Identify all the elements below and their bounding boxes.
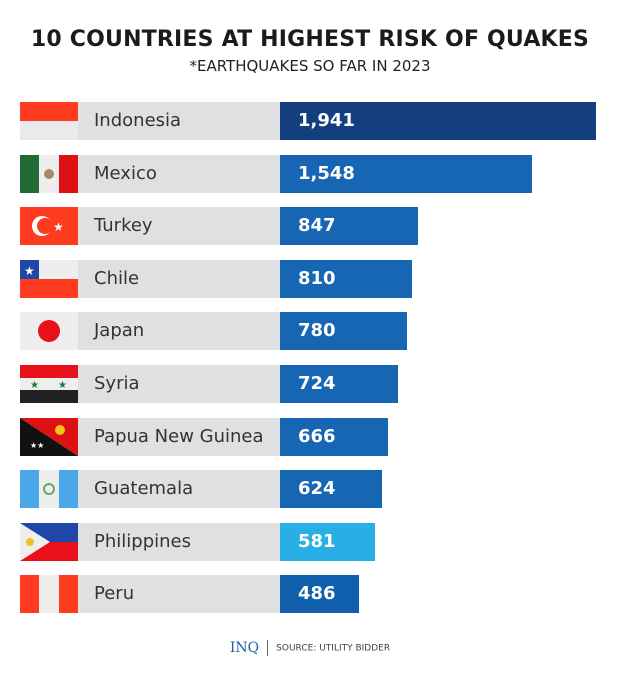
bar-row: ★ Chile 810 — [20, 259, 412, 298]
value-label: 624 — [298, 478, 336, 500]
philippines-flag — [20, 522, 78, 561]
bar: 486 — [280, 575, 359, 614]
bar-row: Japan 780 — [20, 312, 407, 351]
bar: 624 — [280, 470, 382, 509]
bar: 780 — [280, 312, 407, 351]
category-label: Turkey — [94, 215, 153, 237]
svg-text:★★: ★★ — [30, 441, 44, 450]
chart-subtitle: *EARTHQUAKES SO FAR IN 2023 — [189, 57, 431, 75]
category-label: Syria — [94, 373, 140, 394]
value-label: 1,548 — [298, 162, 355, 184]
bar-row: Guatemala 624 — [20, 470, 382, 509]
chart-title: 10 COUNTRIES AT HIGHEST RISK OF QUAKES — [30, 27, 590, 52]
value-label: 1,941 — [298, 110, 355, 131]
category-label: Indonesia — [94, 110, 182, 131]
svg-text:★: ★ — [24, 264, 35, 278]
svg-text:★: ★ — [58, 380, 67, 391]
category-label: Japan — [94, 320, 145, 342]
chile-flag: ★ — [20, 259, 78, 298]
category-label-box: Chile — [78, 259, 280, 298]
inq-logo: INQ — [229, 640, 260, 656]
source-text: SOURCE: UTILITY BIDDER — [276, 643, 391, 654]
category-label-box: Papua New Guinea — [78, 417, 280, 456]
bar-row: Indonesia 1,941 — [20, 102, 596, 140]
bar-row: Philippines 581 — [20, 522, 375, 561]
value-label: 486 — [298, 583, 336, 605]
category-label: Chile — [94, 267, 140, 289]
category-label-box: Mexico — [78, 154, 280, 193]
bar-row: Mexico 1,548 — [20, 154, 532, 193]
mexico-flag — [20, 154, 78, 193]
syria-flag: ★ ★ — [20, 365, 78, 403]
category-label-box: Peru — [78, 575, 280, 614]
category-label: Philippines — [94, 530, 191, 552]
value-label: 810 — [298, 267, 336, 289]
value-label: 666 — [298, 425, 336, 447]
value-label: 780 — [298, 320, 336, 342]
divider — [267, 640, 269, 656]
papua-new-guinea-flag: ★★ — [20, 417, 78, 456]
category-label: Papua New Guinea — [94, 425, 264, 447]
indonesia-flag — [20, 102, 78, 140]
bar-row: ★ Turkey 847 — [20, 207, 418, 246]
svg-text:★: ★ — [53, 220, 64, 234]
category-label-box: Turkey — [78, 207, 280, 246]
category-label: Peru — [94, 583, 135, 605]
turkey-flag: ★ — [20, 207, 78, 246]
value-label: 724 — [298, 373, 336, 394]
bar: 1,941 — [280, 102, 596, 140]
footer: INQ SOURCE: UTILITY BIDDER — [0, 640, 620, 656]
category-label-box: Japan — [78, 312, 280, 351]
category-label-box: Guatemala — [78, 470, 280, 509]
category-label-box: Syria — [78, 365, 280, 403]
guatemala-flag — [20, 470, 78, 509]
category-label-box: Philippines — [78, 522, 280, 561]
bar-row: ★★ Papua New Guinea 666 — [20, 417, 388, 456]
japan-flag — [20, 312, 78, 351]
category-label-box: Indonesia — [78, 102, 280, 140]
bar: 1,548 — [280, 154, 532, 193]
category-label: Guatemala — [94, 478, 194, 500]
value-label: 847 — [298, 215, 336, 237]
bar-row: ★ ★ Syria 724 — [20, 365, 398, 403]
value-label: 581 — [298, 530, 336, 552]
bar: 581 — [280, 522, 375, 561]
svg-text:★: ★ — [30, 380, 39, 391]
bar: 810 — [280, 259, 412, 298]
peru-flag — [20, 575, 78, 614]
bar: 724 — [280, 365, 398, 403]
bar: 666 — [280, 417, 388, 456]
bar-row: Peru 486 — [20, 575, 359, 614]
category-label: Mexico — [94, 162, 157, 184]
bar: 847 — [280, 207, 418, 246]
